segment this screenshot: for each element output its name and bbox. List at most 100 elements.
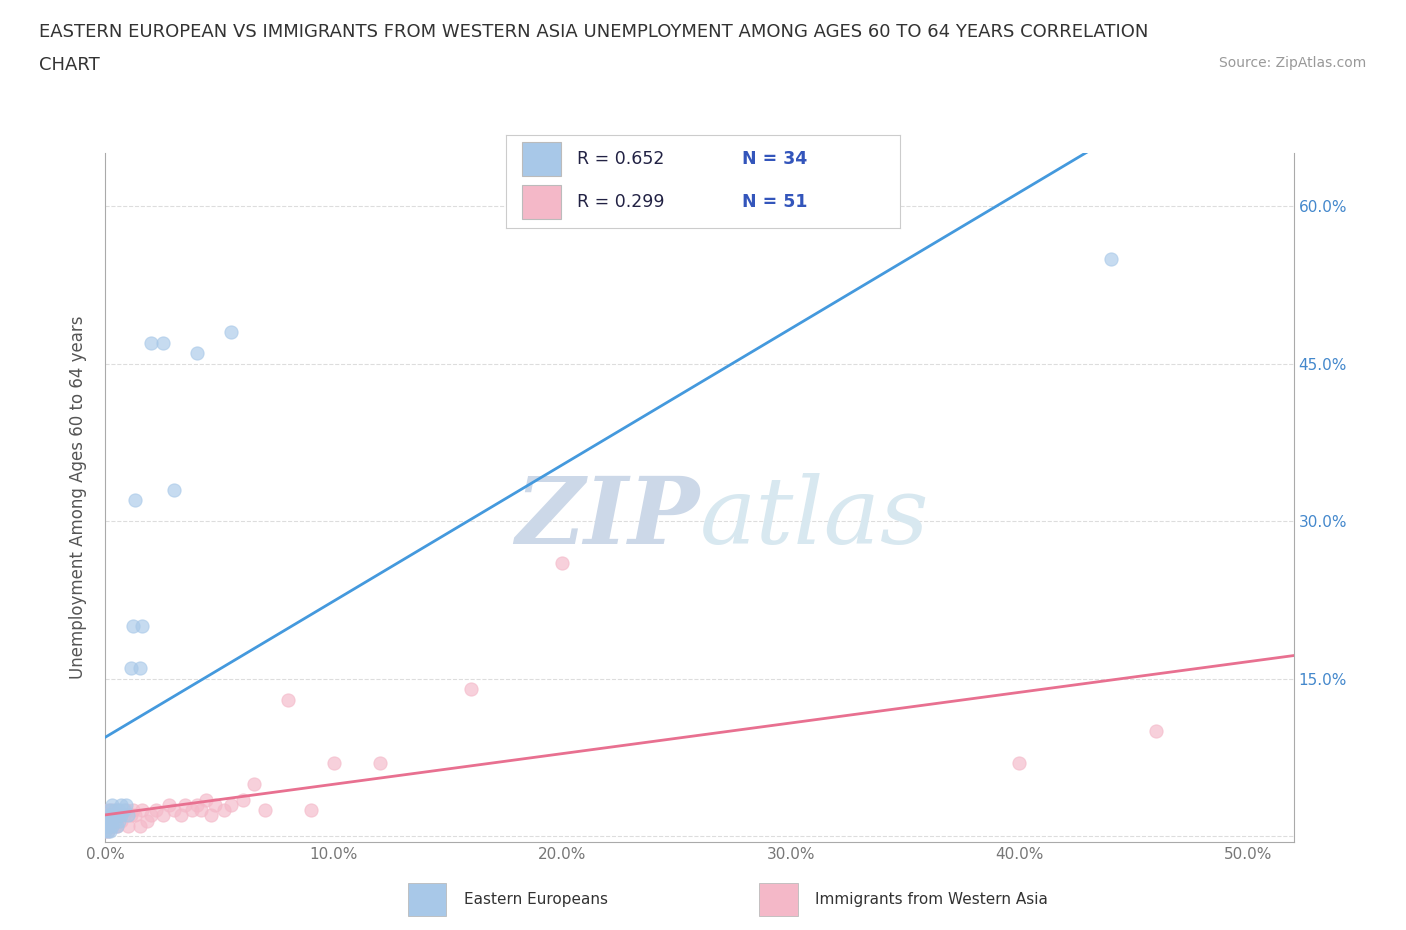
Text: ZIP: ZIP <box>515 473 700 564</box>
Point <box>122 618 145 633</box>
FancyBboxPatch shape <box>759 883 799 916</box>
Point <box>159 797 180 812</box>
Point <box>105 818 128 833</box>
Point <box>98 808 121 823</box>
Point <box>551 556 574 571</box>
Point <box>128 661 150 676</box>
Point <box>231 792 254 807</box>
Point <box>108 813 131 828</box>
Point <box>98 824 121 839</box>
Point <box>105 808 128 823</box>
Point <box>124 493 146 508</box>
Point <box>97 813 120 828</box>
Point <box>254 803 277 817</box>
Y-axis label: Unemployment Among Ages 60 to 64 years: Unemployment Among Ages 60 to 64 years <box>69 316 87 679</box>
Point <box>101 818 124 833</box>
Point <box>163 483 186 498</box>
Point <box>94 824 117 839</box>
FancyBboxPatch shape <box>522 142 561 176</box>
Text: R = 0.652: R = 0.652 <box>576 150 665 168</box>
Point <box>141 335 163 350</box>
Point <box>94 813 117 828</box>
Point <box>97 803 120 817</box>
Point <box>141 808 163 823</box>
Point <box>120 661 142 676</box>
Text: CHART: CHART <box>39 56 100 73</box>
Point <box>112 803 135 817</box>
Point <box>214 803 236 817</box>
Point <box>1144 724 1167 738</box>
Point <box>128 818 150 833</box>
Point <box>108 808 131 823</box>
Point <box>204 797 226 812</box>
Point <box>277 692 299 707</box>
Point <box>101 803 124 817</box>
Point <box>117 818 139 833</box>
Point <box>200 808 222 823</box>
Point <box>186 346 208 361</box>
Point <box>101 797 124 812</box>
Point <box>322 755 346 770</box>
Text: R = 0.299: R = 0.299 <box>576 193 665 211</box>
Point <box>94 818 117 833</box>
Text: N = 51: N = 51 <box>742 193 808 211</box>
Point <box>1099 251 1122 266</box>
Point <box>194 792 217 807</box>
Point <box>98 813 121 828</box>
Point <box>122 803 145 817</box>
Point <box>101 808 124 823</box>
Point <box>97 824 120 839</box>
Point <box>219 325 242 339</box>
Point <box>98 818 121 833</box>
FancyBboxPatch shape <box>522 185 561 219</box>
Point <box>101 818 124 833</box>
Point <box>97 824 120 839</box>
Point <box>152 808 174 823</box>
Point <box>97 808 120 823</box>
Text: Eastern Europeans: Eastern Europeans <box>464 892 607 908</box>
Text: N = 34: N = 34 <box>742 150 807 168</box>
Point <box>174 797 197 812</box>
Point <box>94 824 117 839</box>
Point <box>135 813 157 828</box>
Point <box>170 808 193 823</box>
Point <box>368 755 391 770</box>
Point <box>115 797 138 812</box>
Point <box>115 803 138 817</box>
Point <box>117 808 139 823</box>
Point <box>186 797 208 812</box>
Text: Source: ZipAtlas.com: Source: ZipAtlas.com <box>1219 56 1367 70</box>
Point <box>131 803 153 817</box>
Point <box>120 808 142 823</box>
Point <box>104 813 127 828</box>
Text: EASTERN EUROPEAN VS IMMIGRANTS FROM WESTERN ASIA UNEMPLOYMENT AMONG AGES 60 TO 6: EASTERN EUROPEAN VS IMMIGRANTS FROM WEST… <box>39 23 1149 41</box>
Point <box>152 335 174 350</box>
Point <box>105 818 128 833</box>
Point <box>104 803 127 817</box>
Point <box>112 808 135 823</box>
Point <box>98 803 121 817</box>
Point <box>181 803 204 817</box>
Point <box>460 682 482 697</box>
Point <box>94 808 117 823</box>
Point <box>145 803 167 817</box>
Point <box>105 803 128 817</box>
Point <box>110 808 132 823</box>
Point <box>219 797 242 812</box>
Point <box>104 808 127 823</box>
FancyBboxPatch shape <box>408 883 447 916</box>
Point <box>243 777 266 791</box>
Point <box>97 818 120 833</box>
Point <box>110 813 132 828</box>
Point <box>1008 755 1031 770</box>
Text: atlas: atlas <box>700 473 929 564</box>
Point <box>124 808 146 823</box>
Point <box>94 818 117 833</box>
Point <box>110 797 132 812</box>
Point <box>163 803 186 817</box>
Text: Immigrants from Western Asia: Immigrants from Western Asia <box>815 892 1049 908</box>
Point <box>108 803 131 817</box>
Point <box>190 803 212 817</box>
Point <box>104 818 127 833</box>
Point <box>299 803 322 817</box>
